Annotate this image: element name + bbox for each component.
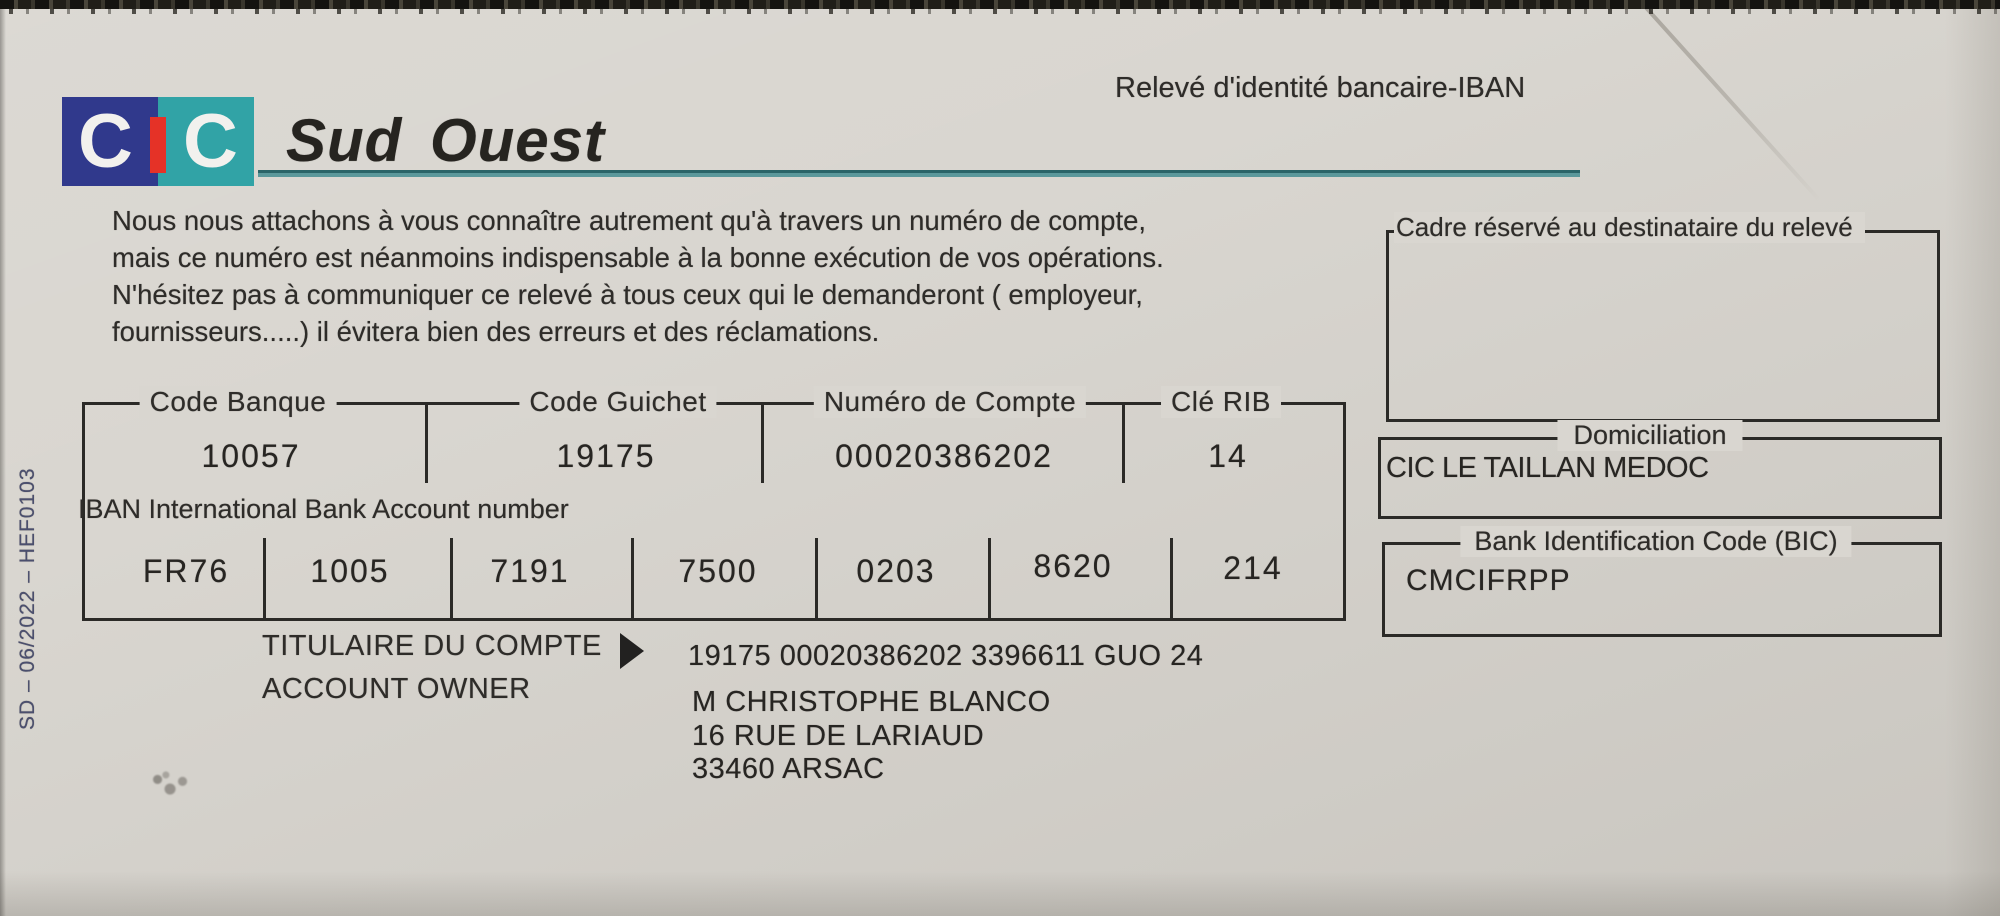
cic-logo-left-square: C <box>62 97 149 186</box>
iban-group-5: 0203 <box>856 553 936 589</box>
form-reference-code: SD – 06/2022 – HEF0103 <box>16 467 39 731</box>
torn-paper-edge <box>0 0 2000 14</box>
rib-label-code-banque: Code Banque <box>139 386 337 418</box>
intro-line-1: Nous nous attachons à vous connaître aut… <box>112 205 1147 236</box>
iban-divider-6 <box>1170 538 1173 618</box>
bic-value: CMCIFRPP <box>1406 564 1571 597</box>
owner-name: M CHRISTOPHE BLANCO <box>692 686 1051 718</box>
owner-reference: 19175 00020386202 3396611 GUO 24 <box>688 640 1204 672</box>
cic-letter-c-right: C <box>183 98 238 184</box>
owner-label-fr: TITULAIRE DU COMPTE <box>262 630 602 662</box>
owner-address-line2: 33460 ARSAC <box>692 753 885 785</box>
document-title: Relevé d'identité bancaire-IBAN <box>1115 72 1526 104</box>
cic-logo-right-square: C <box>167 97 254 186</box>
iban-section-label: IBAN International Bank Account number <box>78 494 569 524</box>
recipient-box <box>1386 230 1940 422</box>
rib-divider-1 <box>425 402 428 483</box>
owner-address-line1: 16 RUE DE LARIAUD <box>692 720 985 752</box>
iban-group-1: FR76 <box>142 553 230 589</box>
ink-smudge <box>143 766 195 798</box>
rib-label-cle-rib: Clé RIB <box>1161 386 1281 418</box>
cic-logo: C C <box>62 97 254 186</box>
cic-letter-c-left: C <box>78 98 133 184</box>
rib-box-bottom-border <box>82 618 1346 621</box>
recipient-box-label: Cadre réservé au destinataire du relevé <box>1394 212 1865 243</box>
rib-value-cle-rib: 14 <box>1208 438 1248 474</box>
header-rule <box>258 170 1580 177</box>
domiciliation-value: CIC LE TAILLAN MEDOC <box>1386 452 1709 484</box>
iban-divider-1 <box>263 538 266 618</box>
iban-divider-5 <box>988 538 991 618</box>
bank-region-name: Sud Ouest <box>286 107 606 174</box>
owner-label-en: ACCOUNT OWNER <box>262 673 531 705</box>
rib-label-code-guichet: Code Guichet <box>519 386 717 418</box>
bic-label: Bank Identification Code (BIC) <box>1460 526 1852 557</box>
intro-line-2: mais ce numéro est néanmoins indispensab… <box>112 242 1164 273</box>
intro-line-3: N'hésitez pas à communiquer ce relevé à … <box>112 279 1143 310</box>
intro-line-4: fournisseurs.....) il évitera bien des e… <box>112 316 880 347</box>
rib-value-numero-de-compte: 00020386202 <box>835 438 1053 474</box>
cic-logo-red-bar-icon <box>150 117 166 173</box>
rib-divider-2 <box>761 402 764 483</box>
iban-group-2: 1005 <box>310 553 390 589</box>
iban-group-3: 7191 <box>490 553 570 589</box>
rib-label-numero-de-compte: Numéro de Compte <box>813 386 1087 418</box>
rib-box-left-border <box>82 402 85 621</box>
iban-group-7: 214 <box>1223 550 1283 586</box>
iban-divider-3 <box>631 538 634 618</box>
rib-divider-3 <box>1122 402 1125 483</box>
domiciliation-label: Domiciliation <box>1557 420 1743 451</box>
cic-logo-center-bar <box>149 97 167 186</box>
rib-value-code-guichet: 19175 <box>556 438 656 474</box>
iban-group-4: 7500 <box>678 553 758 589</box>
rib-value-code-banque: 10057 <box>201 438 301 474</box>
iban-divider-4 <box>815 538 818 618</box>
intro-paragraph: Nous nous attachons à vous connaître aut… <box>112 202 1164 350</box>
iban-divider-2 <box>450 538 453 618</box>
iban-group-6: 8620 <box>1033 548 1113 584</box>
rib-box-right-border <box>1343 402 1346 621</box>
owner-arrow-icon <box>620 633 644 669</box>
